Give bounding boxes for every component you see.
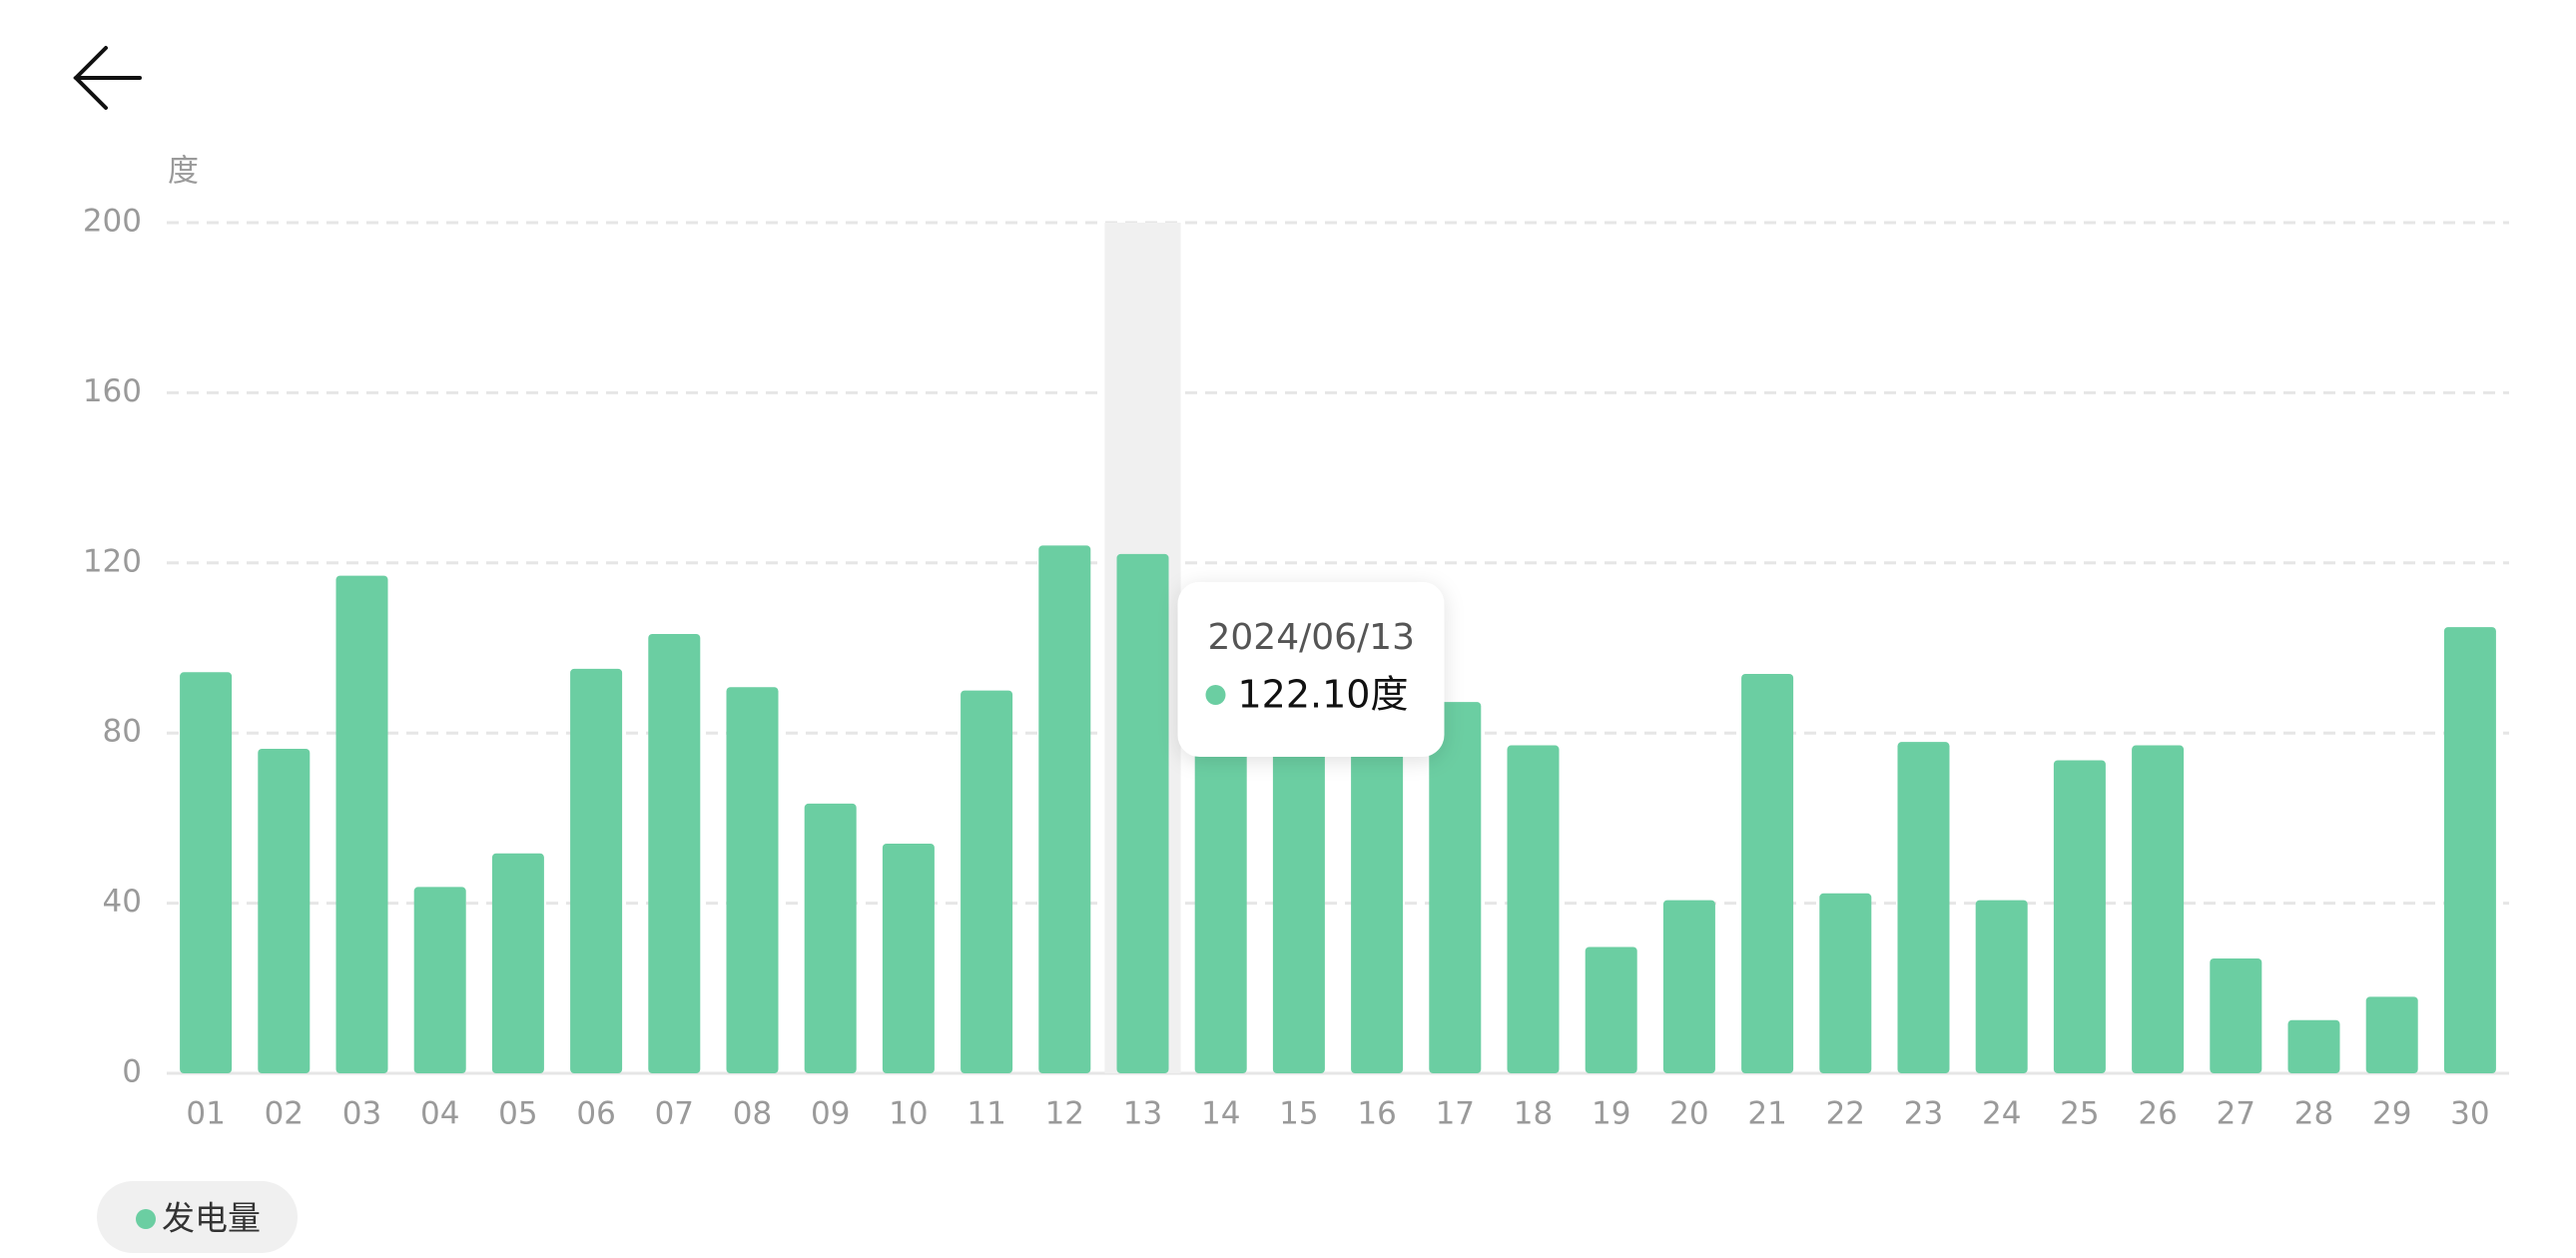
x-tick-label: 06 bbox=[576, 1096, 615, 1132]
back-button[interactable] bbox=[73, 46, 142, 110]
bar bbox=[1116, 553, 1169, 1073]
x-tick-label: 30 bbox=[2450, 1096, 2489, 1132]
x-tick-label: 01 bbox=[186, 1096, 225, 1132]
bar bbox=[335, 575, 388, 1073]
x-tick-label: 07 bbox=[655, 1096, 694, 1132]
bar bbox=[570, 668, 623, 1073]
bar bbox=[1272, 673, 1325, 1073]
y-tick-label: 200 bbox=[83, 204, 142, 240]
legend-pill[interactable] bbox=[97, 1181, 298, 1253]
tooltip-value: 122.10度 bbox=[1238, 673, 1409, 717]
bar bbox=[1585, 946, 1637, 1073]
bar bbox=[1507, 745, 1560, 1073]
x-tick-label: 27 bbox=[2217, 1096, 2255, 1132]
bar bbox=[1038, 545, 1091, 1073]
y-tick-label: 120 bbox=[83, 543, 142, 579]
x-tick-label: 02 bbox=[265, 1096, 304, 1132]
x-tick-label: 09 bbox=[811, 1096, 850, 1132]
tooltip bbox=[1177, 582, 1445, 757]
tooltip-title: 2024/06/13 bbox=[1208, 617, 1416, 658]
y-tick-label: 160 bbox=[83, 373, 142, 409]
bar bbox=[1351, 673, 1404, 1073]
bar bbox=[726, 687, 779, 1073]
x-tick-label: 08 bbox=[733, 1096, 772, 1132]
x-tick-label: 13 bbox=[1123, 1096, 1162, 1132]
bar bbox=[1741, 673, 1794, 1073]
bar bbox=[961, 690, 1013, 1073]
x-tick-label: 25 bbox=[2060, 1096, 2099, 1132]
x-tick-label: 20 bbox=[1669, 1096, 1708, 1132]
bar bbox=[1897, 742, 1950, 1073]
x-tick-label: 26 bbox=[2138, 1096, 2177, 1132]
x-tick-label: 03 bbox=[342, 1096, 381, 1132]
bar bbox=[1194, 669, 1247, 1073]
bar bbox=[1429, 702, 1482, 1073]
x-tick-label: 22 bbox=[1826, 1096, 1865, 1132]
legend-marker bbox=[136, 1209, 156, 1229]
tooltip-marker bbox=[1205, 685, 1226, 705]
y-tick-label: 0 bbox=[122, 1054, 142, 1090]
bar bbox=[413, 887, 466, 1073]
bar bbox=[180, 672, 233, 1073]
x-tick-label: 18 bbox=[1514, 1096, 1553, 1132]
bar bbox=[2132, 745, 2185, 1073]
bar bbox=[2443, 627, 2496, 1073]
x-tick-label: 04 bbox=[420, 1096, 459, 1132]
x-tick-label: 10 bbox=[889, 1096, 928, 1132]
x-tick-label: 05 bbox=[498, 1096, 537, 1132]
x-tick-label: 15 bbox=[1279, 1096, 1318, 1132]
x-tick-label: 21 bbox=[1747, 1096, 1786, 1132]
x-tick-label: 11 bbox=[966, 1096, 1005, 1132]
bar bbox=[648, 633, 701, 1073]
x-tick-label: 17 bbox=[1436, 1096, 1475, 1132]
bar bbox=[1819, 893, 1872, 1073]
x-tick-label: 16 bbox=[1357, 1096, 1396, 1132]
bar bbox=[2365, 996, 2418, 1073]
y-tick-label: 40 bbox=[103, 884, 142, 920]
y-tick-label: 80 bbox=[103, 714, 142, 750]
x-tick-label: 23 bbox=[1904, 1096, 1943, 1132]
x-tick-label: 28 bbox=[2294, 1096, 2333, 1132]
bar bbox=[491, 853, 544, 1073]
x-tick-label: 14 bbox=[1201, 1096, 1240, 1132]
x-tick-label: 12 bbox=[1045, 1096, 1084, 1132]
legend-label[interactable]: 发电量 bbox=[162, 1199, 261, 1238]
x-tick-label: 29 bbox=[2372, 1096, 2411, 1132]
x-tick-label: 19 bbox=[1592, 1096, 1630, 1132]
bar bbox=[2287, 1019, 2340, 1073]
bar bbox=[258, 748, 311, 1073]
bar bbox=[882, 843, 935, 1073]
bar bbox=[1662, 900, 1715, 1073]
bar bbox=[1975, 900, 2028, 1073]
y-unit: 度 bbox=[168, 154, 199, 190]
bar bbox=[2053, 760, 2106, 1073]
x-tick-label: 24 bbox=[1982, 1096, 2021, 1132]
bar bbox=[804, 803, 857, 1073]
bar bbox=[2210, 957, 2262, 1073]
legend[interactable]: 发电量 bbox=[97, 1181, 298, 1253]
